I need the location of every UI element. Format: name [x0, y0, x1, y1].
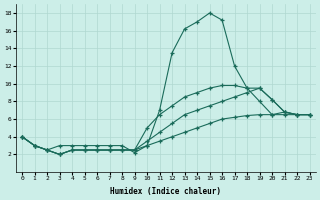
X-axis label: Humidex (Indice chaleur): Humidex (Indice chaleur): [110, 187, 221, 196]
